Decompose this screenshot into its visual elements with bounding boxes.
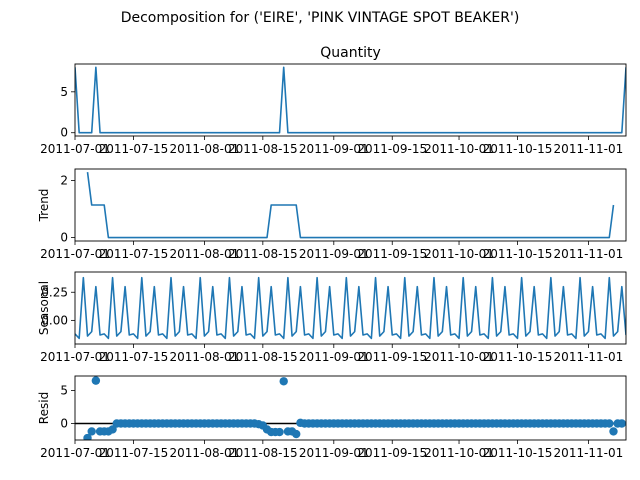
seasonal-line bbox=[75, 276, 626, 340]
x-tick-label: 2011-11-01 bbox=[554, 446, 624, 460]
x-tick-label: 2011-10-15 bbox=[483, 350, 553, 364]
plot-data bbox=[86, 172, 615, 239]
x-tick-label: 2011-09-15 bbox=[357, 142, 427, 156]
x-tick-label: 2011-08-01 bbox=[170, 350, 240, 364]
x-tick-label: 2011-08-01 bbox=[170, 142, 240, 156]
x-tick-label: 2011-10-01 bbox=[424, 142, 494, 156]
plot-frame bbox=[74, 168, 627, 242]
x-tick-label: 2011-09-15 bbox=[357, 247, 427, 261]
resid-point bbox=[279, 377, 288, 386]
x-tick-label: 2011-08-15 bbox=[228, 142, 298, 156]
x-tick-label: 2011-10-01 bbox=[424, 247, 494, 261]
x-tick-label: 2011-08-01 bbox=[170, 247, 240, 261]
y-tick-label: 0 bbox=[60, 417, 68, 431]
x-tick-label: 2011-10-15 bbox=[483, 142, 553, 156]
panel-title: Quantity bbox=[320, 45, 381, 61]
x-tick-label: 2011-09-15 bbox=[357, 350, 427, 364]
x-tick-label: 2011-11-01 bbox=[554, 247, 624, 261]
x-tick-label: 2011-07-15 bbox=[99, 350, 169, 364]
x-tick-label: 2011-09-15 bbox=[357, 446, 427, 460]
x-tick-label: 2011-11-01 bbox=[554, 142, 624, 156]
plot-frame bbox=[74, 271, 627, 345]
x-tick-label: 2011-07-01 bbox=[40, 142, 110, 156]
resid-point bbox=[292, 429, 301, 439]
x-tick-label: 2011-10-15 bbox=[483, 247, 553, 261]
x-tick-label: 2011-08-15 bbox=[228, 446, 298, 460]
series-line bbox=[75, 66, 626, 134]
resid-point bbox=[250, 419, 259, 428]
x-tick-label: 2011-07-01 bbox=[40, 446, 110, 460]
x-tick-label: 2011-10-15 bbox=[483, 446, 553, 460]
figure-title: Decomposition for ('EIRE', 'PINK VINTAGE… bbox=[121, 10, 520, 26]
y-axis-label: Resid bbox=[37, 392, 51, 424]
plot-frame bbox=[74, 375, 627, 441]
x-tick-label: 2011-09-01 bbox=[299, 247, 369, 261]
y-tick-label: 5 bbox=[60, 384, 68, 398]
x-tick-label: 2011-08-15 bbox=[228, 247, 298, 261]
plot-data bbox=[75, 276, 626, 340]
x-tick-label: 2011-07-01 bbox=[40, 247, 110, 261]
x-tick-label: 2011-07-15 bbox=[99, 247, 169, 261]
x-tick-label: 2011-07-15 bbox=[99, 142, 169, 156]
y-tick-label: 2 bbox=[60, 173, 68, 187]
plot-data bbox=[75, 376, 626, 440]
x-tick-label: 2011-11-01 bbox=[554, 350, 624, 364]
resid-point bbox=[108, 425, 117, 434]
resid-point bbox=[617, 419, 626, 428]
y-tick-label: 0.00 bbox=[41, 313, 68, 327]
x-tick-label: 2011-10-01 bbox=[424, 350, 494, 364]
x-tick-label: 2011-08-01 bbox=[170, 446, 240, 460]
series-line bbox=[86, 172, 615, 239]
resid-point bbox=[605, 419, 614, 428]
x-tick-label: 2011-10-01 bbox=[424, 446, 494, 460]
plot-data bbox=[75, 66, 626, 134]
resid-point bbox=[609, 427, 618, 436]
y-tick-label: 0 bbox=[60, 126, 68, 140]
y-tick-label: 5 bbox=[60, 85, 68, 99]
x-tick-label: 2011-07-15 bbox=[99, 446, 169, 460]
y-tick-label: 0 bbox=[60, 231, 68, 245]
resid-point bbox=[87, 427, 96, 436]
x-tick-label: 2011-09-01 bbox=[299, 350, 369, 364]
resid-point bbox=[275, 427, 284, 437]
y-tick-label: 0.25 bbox=[41, 285, 68, 299]
resid-point bbox=[91, 376, 101, 385]
y-axis-label: Seasonal bbox=[37, 281, 51, 335]
x-tick-label: 2011-09-01 bbox=[299, 142, 369, 156]
x-tick-label: 2011-08-15 bbox=[228, 350, 298, 364]
plot-frame bbox=[74, 63, 627, 137]
x-tick-label: 2011-07-01 bbox=[40, 350, 110, 364]
y-axis-label: Trend bbox=[37, 189, 51, 223]
resid-point bbox=[83, 433, 92, 440]
x-tick-label: 2011-09-01 bbox=[299, 446, 369, 460]
